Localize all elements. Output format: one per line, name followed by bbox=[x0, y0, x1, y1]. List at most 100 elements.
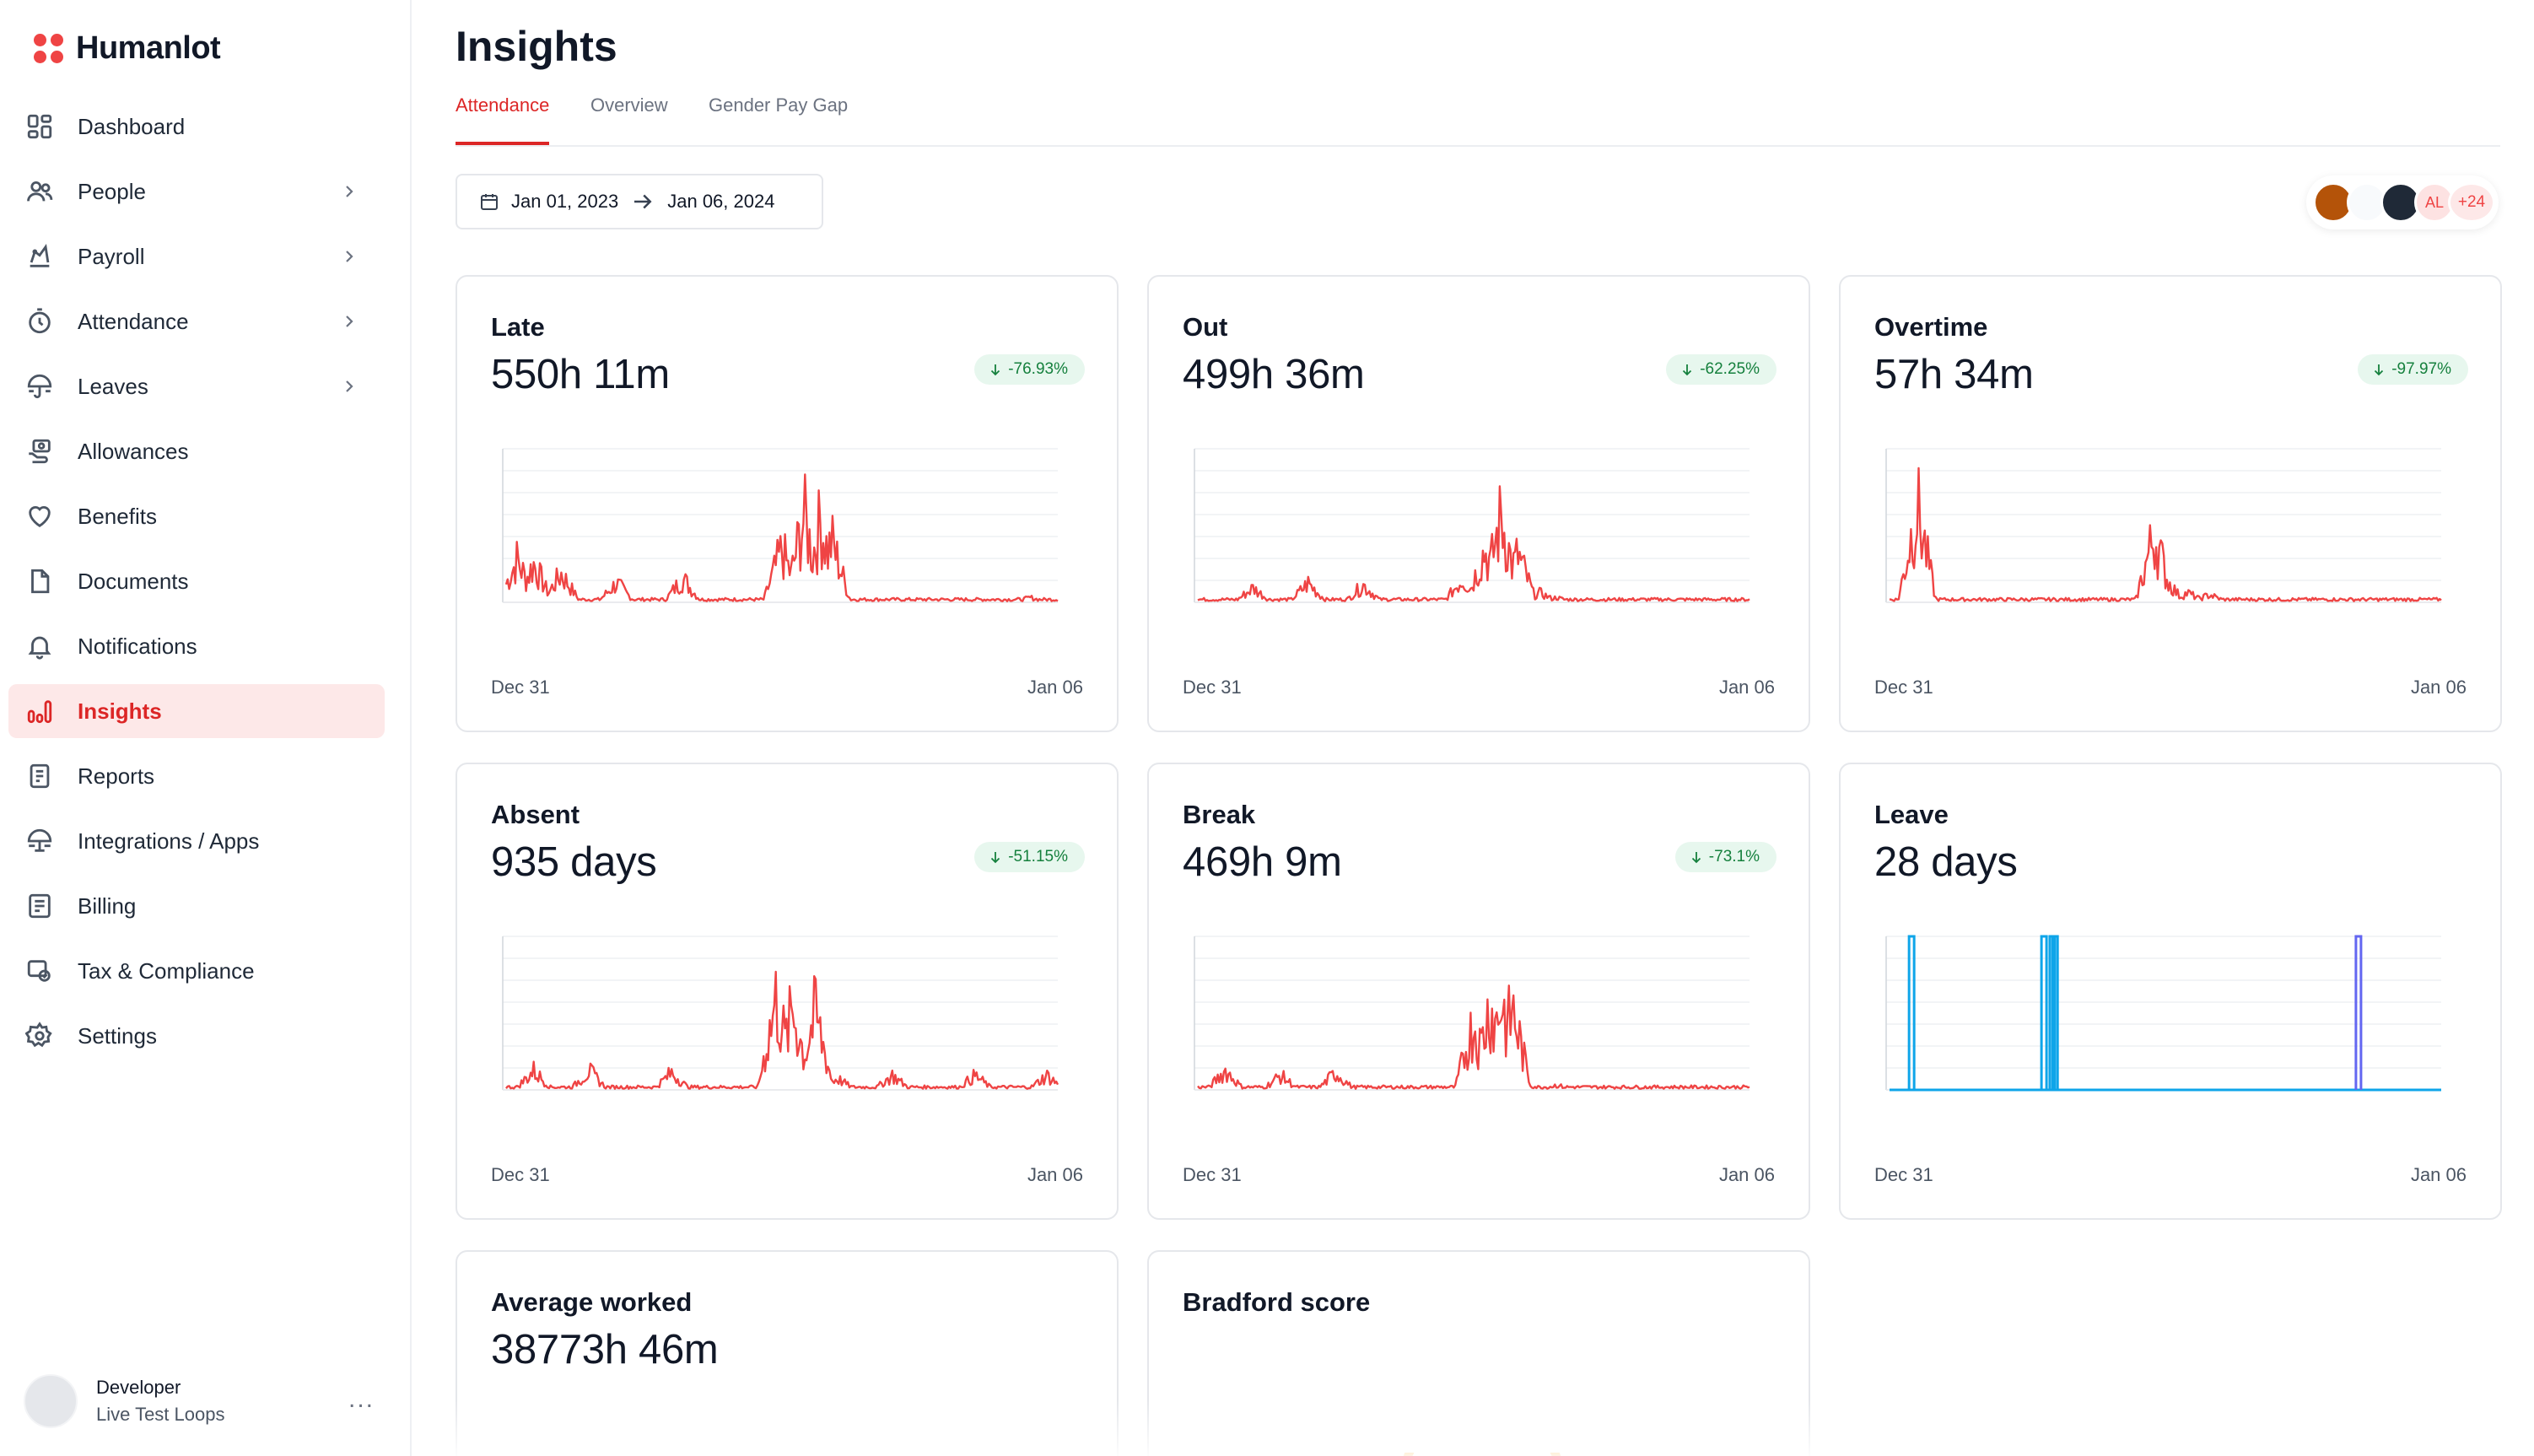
change-badge: -76.93% bbox=[974, 354, 1085, 385]
people-icon bbox=[24, 175, 56, 208]
umbrella-icon bbox=[24, 370, 56, 402]
change-badge: -97.97% bbox=[2358, 354, 2468, 385]
payroll-icon bbox=[24, 240, 56, 272]
card-value: 57h 34m bbox=[1874, 352, 2034, 397]
more-options-icon[interactable]: ... bbox=[348, 1385, 375, 1413]
metric-card-late[interactable]: Late 550h 11m -76.93% Dec 31 Jan 06 bbox=[456, 275, 1119, 732]
sidebar-item-reports[interactable]: Reports bbox=[8, 749, 385, 803]
chevron-right-icon bbox=[339, 181, 359, 202]
leave-trend-chart bbox=[1885, 935, 2441, 1092]
change-badge-value: -97.97% bbox=[2391, 360, 2451, 378]
sidebar-item-tax-compliance[interactable]: Tax & Compliance bbox=[8, 944, 385, 998]
sidebar-item-documents[interactable]: Documents bbox=[8, 554, 385, 608]
x-axis-end-label: Jan 06 bbox=[2410, 1164, 2467, 1185]
sidebar-item-insights[interactable]: Insights bbox=[8, 684, 385, 738]
card-value: 469h 9m bbox=[1183, 839, 1342, 885]
sidebar-item-label: Allowances bbox=[78, 438, 189, 464]
bell-icon bbox=[24, 630, 56, 662]
date-range-picker[interactable]: Jan 01, 2023 Jan 06, 2024 bbox=[456, 174, 823, 229]
stopwatch-icon bbox=[24, 305, 56, 337]
avatar-more-count: +24 bbox=[2448, 182, 2495, 223]
sidebar-item-people[interactable]: People bbox=[8, 164, 385, 218]
card-value: 38773h 46m bbox=[491, 1327, 719, 1372]
card-value: 550h 11m bbox=[491, 352, 670, 397]
series-line bbox=[504, 473, 1059, 602]
arrow-right-icon bbox=[634, 194, 652, 209]
sidebar-item-label: Documents bbox=[78, 568, 189, 594]
leave-spike bbox=[2040, 935, 2048, 1090]
sidebar-item-billing[interactable]: Billing bbox=[8, 879, 385, 933]
card-value: 935 days bbox=[491, 839, 657, 885]
x-axis-start-label: Dec 31 bbox=[491, 677, 550, 698]
x-axis-start-label: Dec 31 bbox=[1874, 1164, 1933, 1185]
x-axis-start-label: Dec 31 bbox=[491, 1164, 550, 1185]
tab-attendance[interactable]: Attendance bbox=[456, 94, 550, 145]
user-profile[interactable]: Developer Live Test Loops ... bbox=[24, 1372, 386, 1431]
sidebar-item-dashboard[interactable]: Dashboard bbox=[8, 100, 385, 154]
arrow-down-icon bbox=[2375, 364, 2384, 376]
sidebar-item-settings[interactable]: Settings bbox=[8, 1009, 385, 1063]
sidebar-item-leaves[interactable]: Leaves bbox=[8, 359, 385, 413]
change-badge-value: -62.25% bbox=[1700, 360, 1760, 378]
sidebar-item-notifications[interactable]: Notifications bbox=[8, 619, 385, 673]
sidebar-item-payroll[interactable]: Payroll bbox=[8, 229, 385, 283]
sidebar-item-label: Benefits bbox=[78, 503, 157, 529]
metric-card-average-worked[interactable]: Average worked 38773h 46m bbox=[456, 1250, 1119, 1456]
series-line bbox=[1889, 466, 2442, 602]
tab-bar: Attendance Overview Gender Pay Gap bbox=[456, 89, 2500, 147]
brand[interactable]: Humanlot bbox=[34, 30, 221, 67]
sidebar-item-label: Insights bbox=[78, 698, 162, 724]
sidebar-item-allowances[interactable]: Allowances bbox=[8, 424, 385, 478]
series-line bbox=[1197, 485, 1750, 602]
user-org: Live Test Loops bbox=[96, 1404, 225, 1425]
sidebar-item-benefits[interactable]: Benefits bbox=[8, 489, 385, 543]
tab-gender-pay-gap[interactable]: Gender Pay Gap bbox=[709, 94, 849, 116]
metric-card-bradford-score[interactable]: Bradford score bbox=[1147, 1250, 1810, 1456]
leave-spike bbox=[2354, 935, 2363, 1090]
sidebar-item-label: People bbox=[78, 178, 146, 204]
series-line bbox=[1197, 984, 1750, 1090]
chevron-right-icon bbox=[339, 246, 359, 267]
x-axis-start-label: Dec 31 bbox=[1183, 1164, 1242, 1185]
change-badge-value: -76.93% bbox=[1008, 360, 1068, 378]
tax-icon bbox=[24, 955, 56, 987]
brand-name: Humanlot bbox=[76, 30, 221, 66]
main-content: Insights Attendance Overview Gender Pay … bbox=[413, 0, 2534, 1456]
hand-coins-icon bbox=[24, 435, 56, 467]
sidebar-item-label: Settings bbox=[78, 1022, 157, 1049]
metric-card-absent[interactable]: Absent 935 days -51.15% Dec 31 Jan 06 bbox=[456, 763, 1119, 1220]
leave-spike bbox=[2051, 935, 2059, 1090]
employee-avatar-group[interactable]: AL +24 bbox=[2306, 175, 2499, 229]
arrow-down-icon bbox=[991, 364, 1000, 376]
metric-card-leave[interactable]: Leave 28 days Dec 31 Jan 06 bbox=[1839, 763, 2502, 1220]
heart-icon bbox=[24, 500, 56, 532]
avatar bbox=[24, 1374, 78, 1428]
sidebar-item-label: Reports bbox=[78, 763, 155, 789]
sidebar-item-integrations[interactable]: Integrations / Apps bbox=[8, 814, 385, 868]
tab-overview[interactable]: Overview bbox=[590, 94, 668, 116]
page-title: Insights bbox=[456, 23, 617, 70]
change-badge-value: -73.1% bbox=[1708, 848, 1760, 866]
gauge-arc bbox=[1403, 1453, 1561, 1456]
receipt-icon bbox=[24, 890, 56, 922]
date-range-start: Jan 01, 2023 bbox=[511, 191, 619, 212]
sidebar-item-attendance[interactable]: Attendance bbox=[8, 294, 385, 348]
user-name: Developer bbox=[96, 1377, 181, 1398]
metric-card-out[interactable]: Out 499h 36m -62.25% Dec 31 Jan 06 bbox=[1147, 275, 1810, 732]
sidebar-item-label: Leaves bbox=[78, 373, 148, 399]
metric-card-overtime[interactable]: Overtime 57h 34m -97.97% Dec 31 Jan 06 bbox=[1839, 275, 2502, 732]
document-icon bbox=[24, 565, 56, 597]
leave-spike bbox=[1907, 935, 1916, 1090]
card-title: Leave bbox=[1874, 800, 1949, 829]
sidebar-item-label: Attendance bbox=[78, 308, 189, 334]
metric-card-break[interactable]: Break 469h 9m -73.1% Dec 31 Jan 06 bbox=[1147, 763, 1810, 1220]
card-title: Break bbox=[1183, 800, 1256, 829]
sidebar-item-label: Billing bbox=[78, 892, 137, 919]
reports-icon bbox=[24, 760, 56, 792]
x-axis-end-label: Jan 06 bbox=[1027, 677, 1083, 698]
x-axis-end-label: Jan 06 bbox=[1718, 677, 1775, 698]
x-axis-end-label: Jan 06 bbox=[1718, 1164, 1775, 1185]
break-trend-chart bbox=[1194, 936, 1750, 1091]
sidebar-item-label: Payroll bbox=[78, 243, 145, 269]
sidebar-item-label: Dashboard bbox=[78, 113, 186, 139]
